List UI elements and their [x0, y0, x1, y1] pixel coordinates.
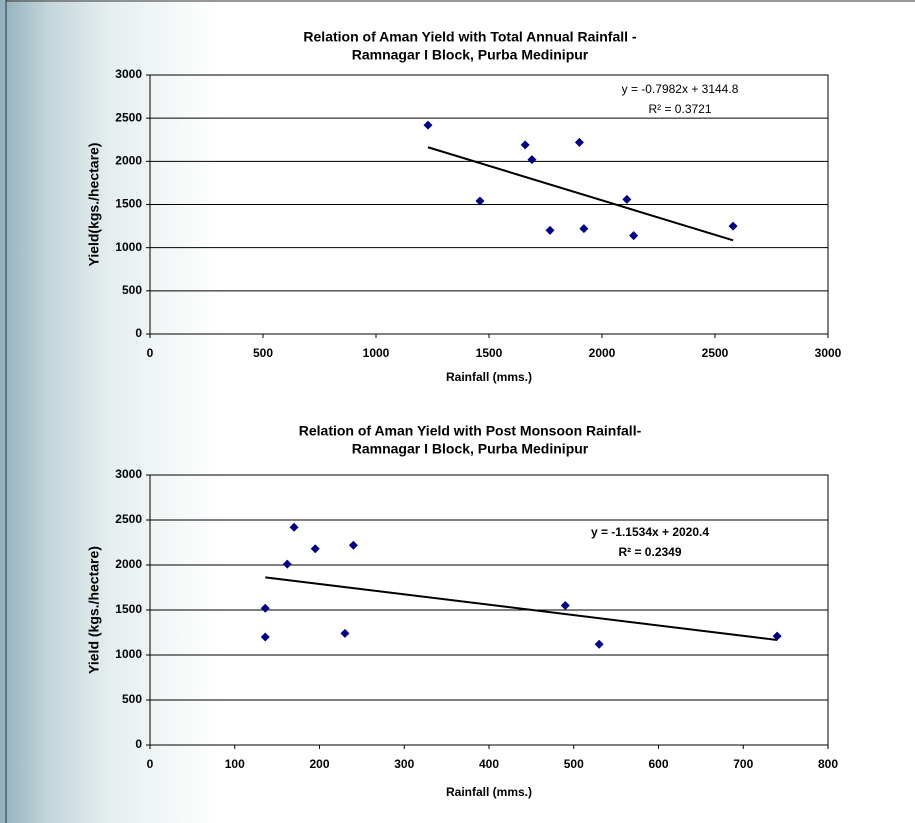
y-tick-label: 500: [122, 692, 142, 706]
x-axis-label: Rainfall (mms.): [446, 370, 532, 384]
data-point: [310, 544, 320, 554]
x-tick-label: 2500: [702, 346, 729, 360]
background-texture: [0, 0, 220, 823]
x-tick-label: 300: [394, 757, 414, 771]
x-tick-label: 200: [309, 757, 329, 771]
data-point: [340, 628, 350, 638]
r-squared: R² = 0.2349: [618, 545, 681, 559]
y-tick-label: 1500: [115, 197, 142, 211]
y-tick-label: 500: [122, 283, 142, 297]
data-point: [475, 196, 485, 206]
data-point: [520, 140, 530, 150]
x-tick-label: 600: [648, 757, 668, 771]
y-tick-label: 3000: [115, 67, 142, 81]
y-tick-label: 2000: [115, 154, 142, 168]
x-tick-label: 3000: [815, 346, 842, 360]
x-tick-label: 700: [733, 757, 753, 771]
data-point: [527, 155, 537, 165]
x-tick-label: 100: [225, 757, 245, 771]
chart-title: Ramnagar I Block, Purba Medinipur: [352, 441, 589, 457]
data-point: [282, 559, 292, 569]
x-tick-label: 1500: [476, 346, 503, 360]
x-tick-label: 400: [479, 757, 499, 771]
x-tick-label: 800: [818, 757, 838, 771]
data-point: [260, 603, 270, 613]
x-axis-label: Rainfall (mms.): [446, 785, 532, 799]
x-tick-label: 500: [253, 346, 273, 360]
y-tick-label: 0: [135, 737, 142, 751]
r-squared: R² = 0.3721: [648, 102, 711, 116]
trendline: [427, 146, 734, 242]
chart-title: Ramnagar I Block, Purba Medinipur: [352, 47, 589, 63]
data-point: [423, 120, 433, 130]
trendline: [265, 576, 778, 641]
data-point: [622, 194, 632, 204]
y-tick-label: 1500: [115, 602, 142, 616]
data-point: [579, 224, 589, 234]
data-point: [594, 639, 604, 649]
x-tick-label: 1000: [363, 346, 390, 360]
y-tick-label: 3000: [115, 467, 142, 481]
data-point: [574, 137, 584, 147]
chart-title: Relation of Aman Yield with Total Annual…: [303, 29, 637, 45]
data-point: [728, 221, 738, 231]
plot-border: [149, 74, 829, 335]
data-point: [629, 231, 639, 241]
data-point: [560, 601, 570, 610]
x-tick-label: 0: [147, 346, 154, 360]
y-axis-label: Yield(kgs./hectare): [86, 143, 102, 267]
y-tick-label: 0: [135, 326, 142, 340]
y-tick-label: 2000: [115, 557, 142, 571]
y-tick-label: 2500: [115, 110, 142, 124]
data-point: [289, 522, 299, 532]
data-point: [772, 631, 782, 641]
chart-title: Relation of Aman Yield with Post Monsoon…: [299, 423, 642, 439]
y-tick-label: 1000: [115, 647, 142, 661]
plot-border: [149, 474, 829, 746]
x-tick-label: 500: [564, 757, 584, 771]
y-tick-label: 2500: [115, 512, 142, 526]
y-axis-label: Yield (kgs./hectare): [86, 546, 102, 674]
data-point: [545, 225, 555, 235]
data-point: [348, 540, 358, 550]
data-point: [260, 632, 270, 642]
trend-equation: y = -0.7982x + 3144.8: [622, 82, 739, 96]
trend-equation: y = -1.1534x + 2020.4: [591, 525, 709, 539]
y-tick-label: 1000: [115, 240, 142, 254]
x-tick-label: 0: [147, 757, 154, 771]
x-tick-label: 2000: [589, 346, 616, 360]
